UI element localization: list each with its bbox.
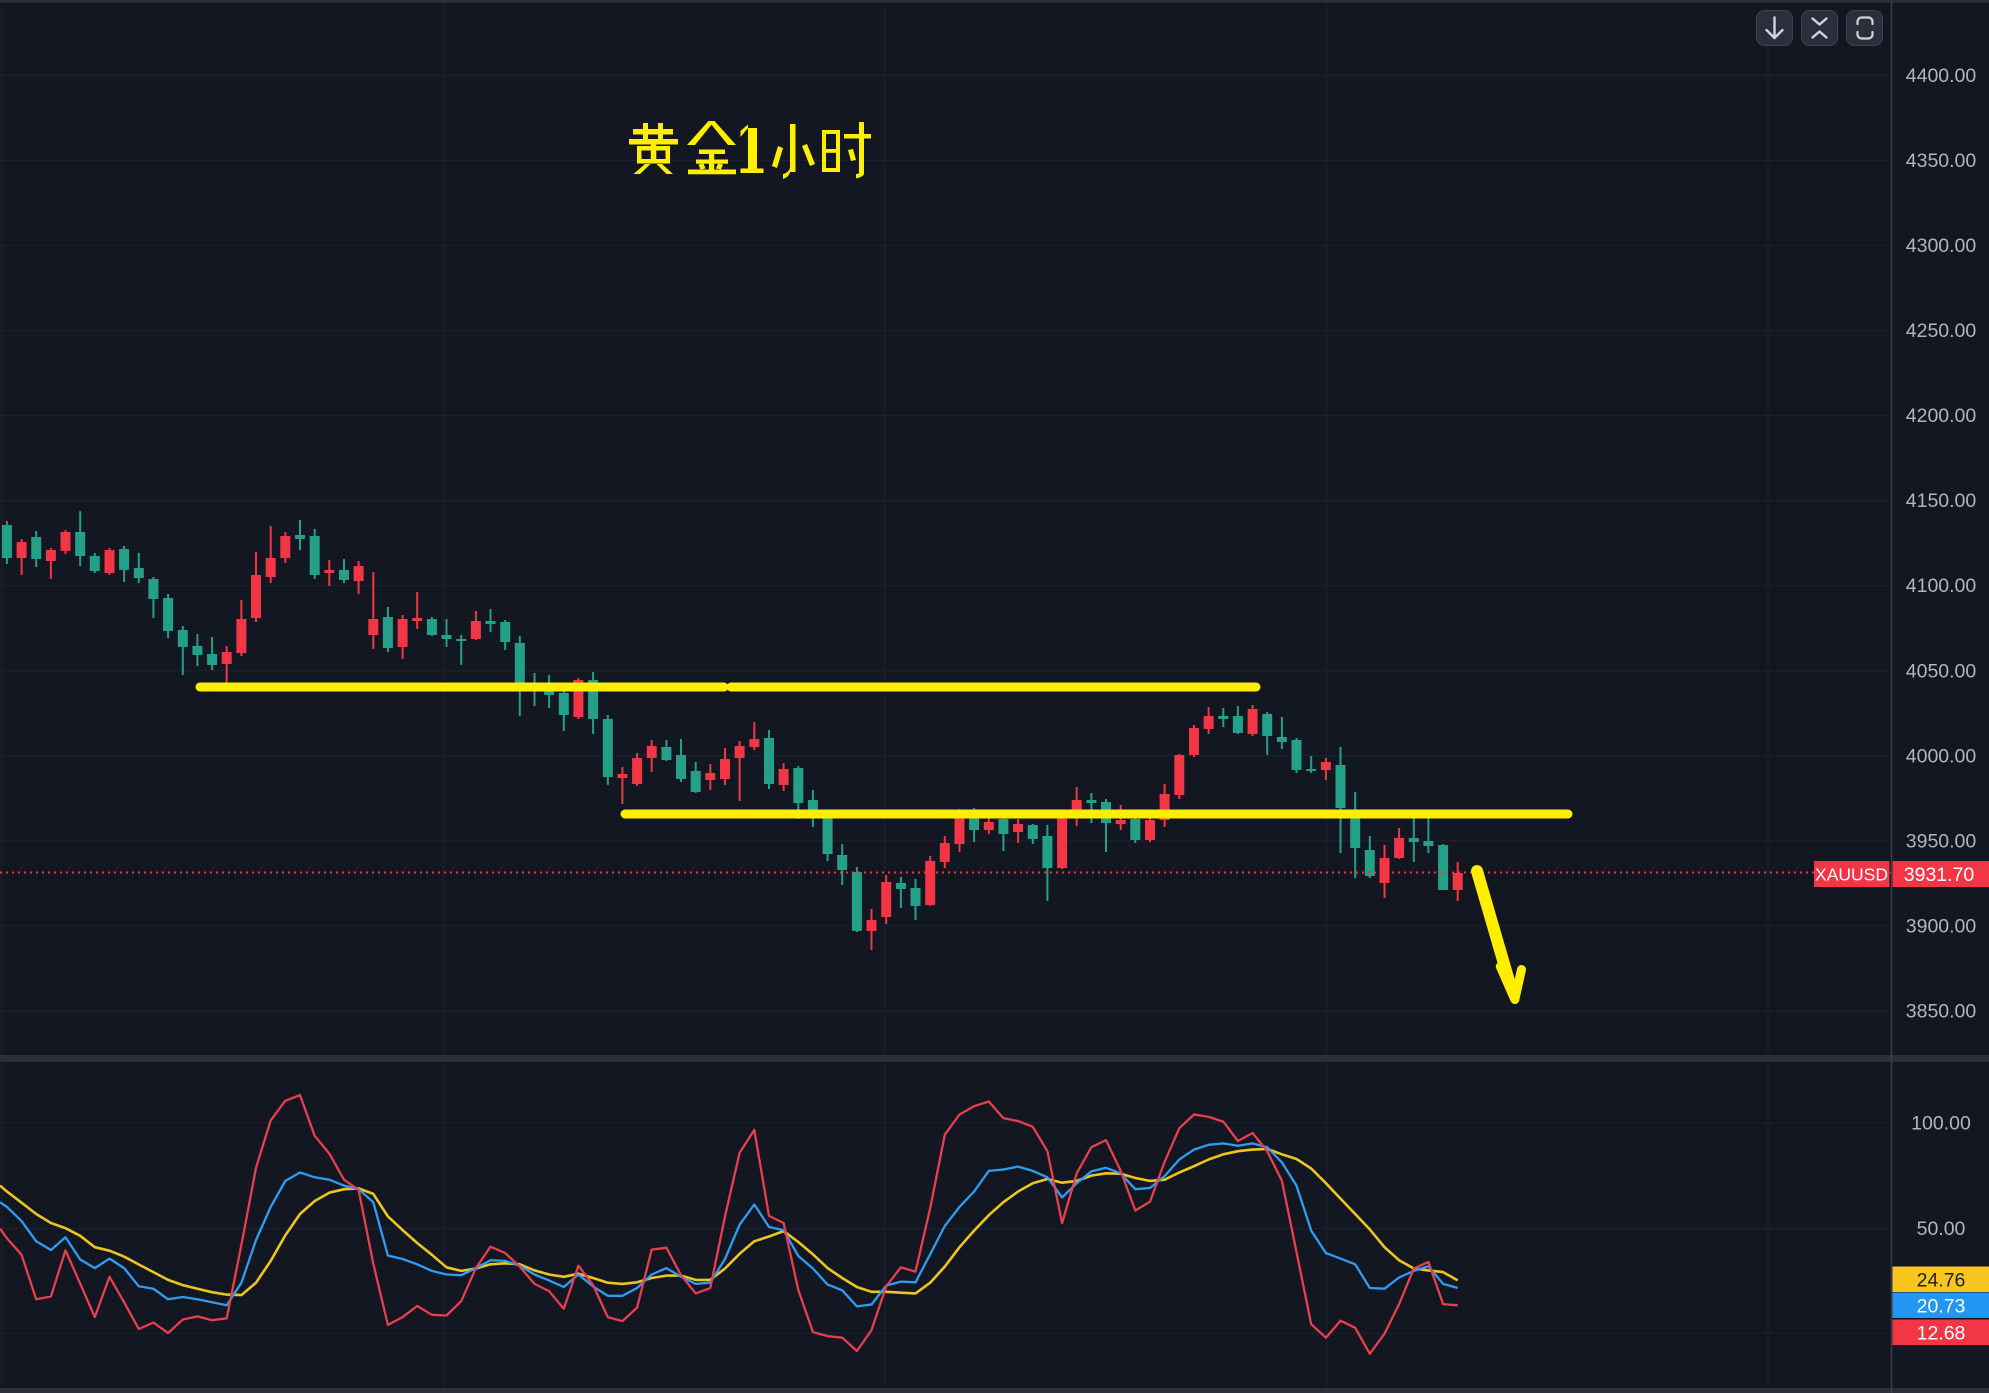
svg-text:12.68: 12.68 <box>1917 1323 1966 1345</box>
svg-text:4350.00: 4350.00 <box>1906 150 1977 172</box>
svg-text:4200.00: 4200.00 <box>1906 405 1977 427</box>
svg-text:XAUUSD: XAUUSD <box>1815 865 1888 885</box>
svg-text:4000.00: 4000.00 <box>1906 745 1977 767</box>
svg-text:100.00: 100.00 <box>1911 1112 1971 1134</box>
svg-text:24.76: 24.76 <box>1917 1270 1966 1292</box>
svg-text:50.00: 50.00 <box>1917 1218 1966 1240</box>
svg-text:4400.00: 4400.00 <box>1906 65 1977 87</box>
svg-text:20.73: 20.73 <box>1917 1296 1966 1318</box>
svg-text:3850.00: 3850.00 <box>1906 1001 1977 1023</box>
svg-text:3931.70: 3931.70 <box>1904 864 1975 886</box>
svg-text:4150.00: 4150.00 <box>1906 490 1977 512</box>
svg-text:3900.00: 3900.00 <box>1906 915 1977 937</box>
svg-text:4250.00: 4250.00 <box>1906 320 1977 342</box>
svg-text:3950.00: 3950.00 <box>1906 830 1977 852</box>
svg-text:4050.00: 4050.00 <box>1906 660 1977 682</box>
svg-text:4300.00: 4300.00 <box>1906 235 1977 257</box>
svg-text:4100.00: 4100.00 <box>1906 575 1977 597</box>
